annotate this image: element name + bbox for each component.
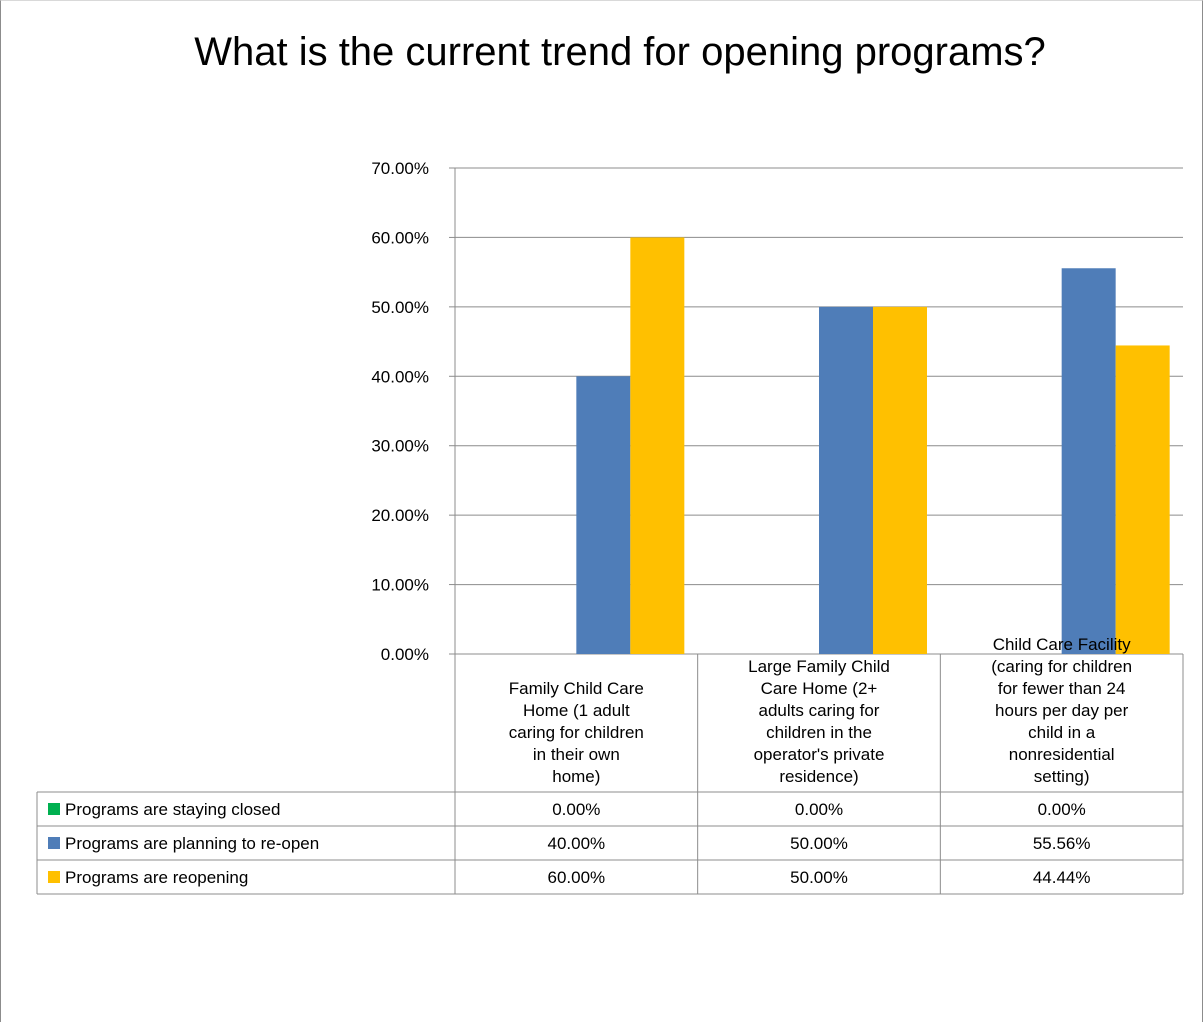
category-label: operator's private (754, 745, 885, 764)
category-label: Large Family Child (748, 657, 890, 676)
y-tick-label: 0.00% (381, 645, 429, 664)
legend-key-3 (48, 871, 60, 883)
bar-3-2 (873, 306, 927, 654)
y-tick-label: 70.00% (371, 159, 429, 178)
bar-2-3 (1061, 268, 1116, 654)
category-label: residence) (779, 767, 858, 786)
category-label: (caring for children (991, 657, 1132, 676)
category-label: caring for children (509, 723, 644, 742)
category-label: hours per day per (995, 701, 1129, 720)
legend-label-1: Programs are staying closed (65, 800, 280, 819)
category-label: Home (1 adult (523, 701, 630, 720)
data-label: 0.00% (552, 800, 600, 819)
y-tick-label: 10.00% (371, 576, 429, 595)
data-label: 0.00% (795, 800, 843, 819)
bar-2-1 (576, 376, 631, 654)
legend-label-2: Programs are planning to re-open (65, 834, 319, 853)
bar-2-2 (819, 306, 873, 654)
category-label: adults caring for (759, 701, 880, 720)
data-label: 44.44% (1033, 868, 1091, 887)
category-label: nonresidential (1009, 745, 1115, 764)
bar-3-1 (630, 237, 685, 654)
data-label: 60.00% (547, 868, 605, 887)
y-tick-label: 60.00% (371, 228, 429, 247)
category-label: for fewer than 24 (998, 679, 1126, 698)
chart-title: What is the current trend for opening pr… (194, 30, 1046, 74)
category-label: Child Care Facility (993, 635, 1131, 654)
category-label: Family Child Care (509, 679, 644, 698)
y-tick-label: 20.00% (371, 506, 429, 525)
data-label: 50.00% (790, 868, 848, 887)
category-label: in their own (533, 745, 620, 764)
category-label: children in the (766, 723, 872, 742)
legend-label-3: Programs are reopening (65, 868, 248, 887)
data-label: 0.00% (1038, 800, 1086, 819)
category-label: child in a (1028, 723, 1096, 742)
y-tick-label: 30.00% (371, 437, 429, 456)
y-tick-label: 40.00% (371, 367, 429, 386)
category-label: setting) (1034, 767, 1090, 786)
data-label: 50.00% (790, 834, 848, 853)
data-label: 55.56% (1033, 834, 1091, 853)
y-tick-label: 50.00% (371, 298, 429, 317)
category-label: Care Home (2+ (761, 679, 878, 698)
legend-key-2 (48, 837, 60, 849)
data-label: 40.00% (547, 834, 605, 853)
category-label: home) (552, 767, 600, 786)
legend-key-1 (48, 803, 60, 815)
bar-3-3 (1115, 345, 1170, 654)
